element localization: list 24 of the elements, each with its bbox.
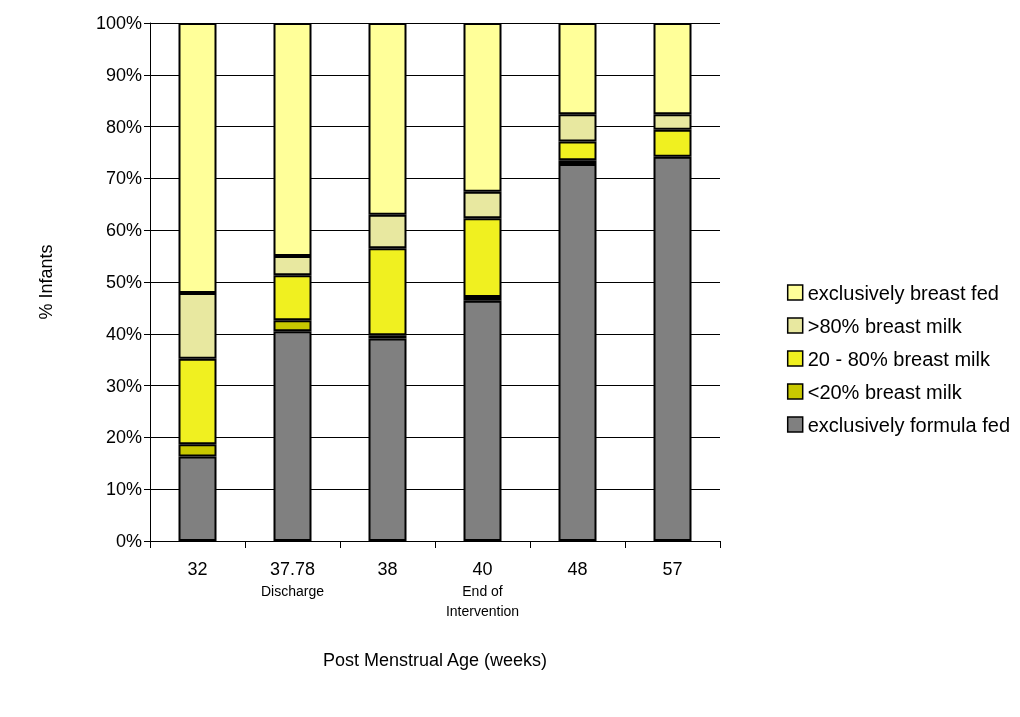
legend-label: >80% breast milk	[807, 314, 963, 337]
legend-label: <20% breast milk	[807, 380, 963, 403]
y-tick-label: 40%	[105, 323, 142, 344]
y-tick-label: 70%	[105, 168, 142, 189]
y-tick-label: 80%	[105, 116, 142, 137]
x-tick-label: 57	[662, 559, 683, 579]
x-axis-title: Post Menstrual Age (weeks)	[322, 650, 548, 670]
x-tick-label: 37.78 Discharge	[260, 559, 325, 599]
y-tick-label: 0%	[115, 531, 142, 551]
y-axis-title: % Infants	[36, 244, 56, 320]
x-tick-label: 40 End of Intervention	[445, 559, 520, 619]
y-tick-label: 30%	[105, 375, 142, 396]
y-tick-label: 50%	[105, 272, 142, 292]
y-tick-label: 10%	[105, 479, 142, 500]
y-tick-label: 20%	[105, 427, 142, 448]
x-tick-label: 32	[187, 559, 208, 579]
legend-label: exclusively formula fed	[807, 413, 1011, 436]
y-tick-label: 100%	[95, 13, 142, 33]
x-tick-label: 38	[377, 559, 398, 579]
legend-label: exclusively breast fed	[807, 281, 999, 304]
y-tick-label: 60%	[105, 220, 142, 241]
legend-label: 20 - 80% breast milk	[807, 347, 991, 370]
x-tick-label: 48	[567, 559, 588, 579]
y-tick-label: 90%	[105, 64, 142, 85]
